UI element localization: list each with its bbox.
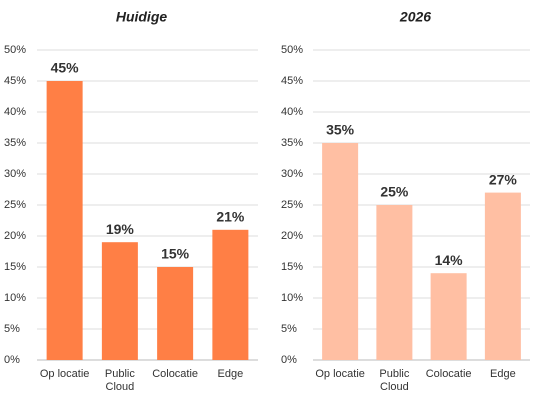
x-tick-label: Colocatie xyxy=(425,368,472,380)
chart-title: Huidige xyxy=(116,9,168,25)
y-tick-label: 25% xyxy=(4,199,26,211)
x-tick-label: Op locatie xyxy=(315,368,365,380)
y-tick-label: 20% xyxy=(4,230,26,242)
x-tick-label: Public Cloud xyxy=(104,368,135,393)
y-tick-label: 25% xyxy=(281,199,303,211)
value-label: 15% xyxy=(161,246,190,262)
y-tick-label: 20% xyxy=(281,230,303,242)
y-tick-label: 0% xyxy=(281,354,297,366)
y-tick-label: 15% xyxy=(281,261,303,273)
x-tick-label: Public Cloud xyxy=(379,368,410,393)
y-tick-label: 5% xyxy=(281,323,297,335)
y-tick-label: 35% xyxy=(4,137,26,149)
y-tick-label: 40% xyxy=(4,106,26,118)
y-tick-label: 50% xyxy=(4,44,26,56)
value-label: 25% xyxy=(380,184,409,200)
bar xyxy=(430,273,467,360)
x-tick-label: Op locatie xyxy=(39,368,90,380)
x-tick-label: Edge xyxy=(217,368,244,380)
x-tick-label: Colocatie xyxy=(152,368,199,380)
y-tick-label: 30% xyxy=(4,168,26,180)
y-tick-label: 50% xyxy=(281,44,303,56)
chart-title: 2026 xyxy=(399,9,431,25)
bar xyxy=(322,143,359,360)
value-label: 14% xyxy=(435,252,464,268)
value-label: 45% xyxy=(51,60,80,76)
value-label: 21% xyxy=(216,209,245,225)
y-tick-label: 40% xyxy=(281,106,303,118)
y-tick-label: 45% xyxy=(4,75,26,87)
y-tick-label: 35% xyxy=(281,137,303,149)
value-label: 27% xyxy=(489,171,518,187)
y-tick-label: 10% xyxy=(4,292,26,304)
value-label: 35% xyxy=(326,122,355,138)
bar xyxy=(157,267,194,360)
bar xyxy=(376,205,413,360)
x-tick-label: Edge xyxy=(490,368,516,380)
y-tick-label: 15% xyxy=(4,261,26,273)
bar xyxy=(484,192,521,360)
bar xyxy=(101,242,138,360)
value-label: 19% xyxy=(106,221,135,237)
y-tick-label: 30% xyxy=(281,168,303,180)
bar xyxy=(46,81,83,360)
bar xyxy=(212,229,249,360)
y-tick-label: 45% xyxy=(281,75,303,87)
y-tick-label: 5% xyxy=(4,323,20,335)
y-tick-label: 10% xyxy=(281,292,303,304)
y-tick-label: 0% xyxy=(4,354,20,366)
